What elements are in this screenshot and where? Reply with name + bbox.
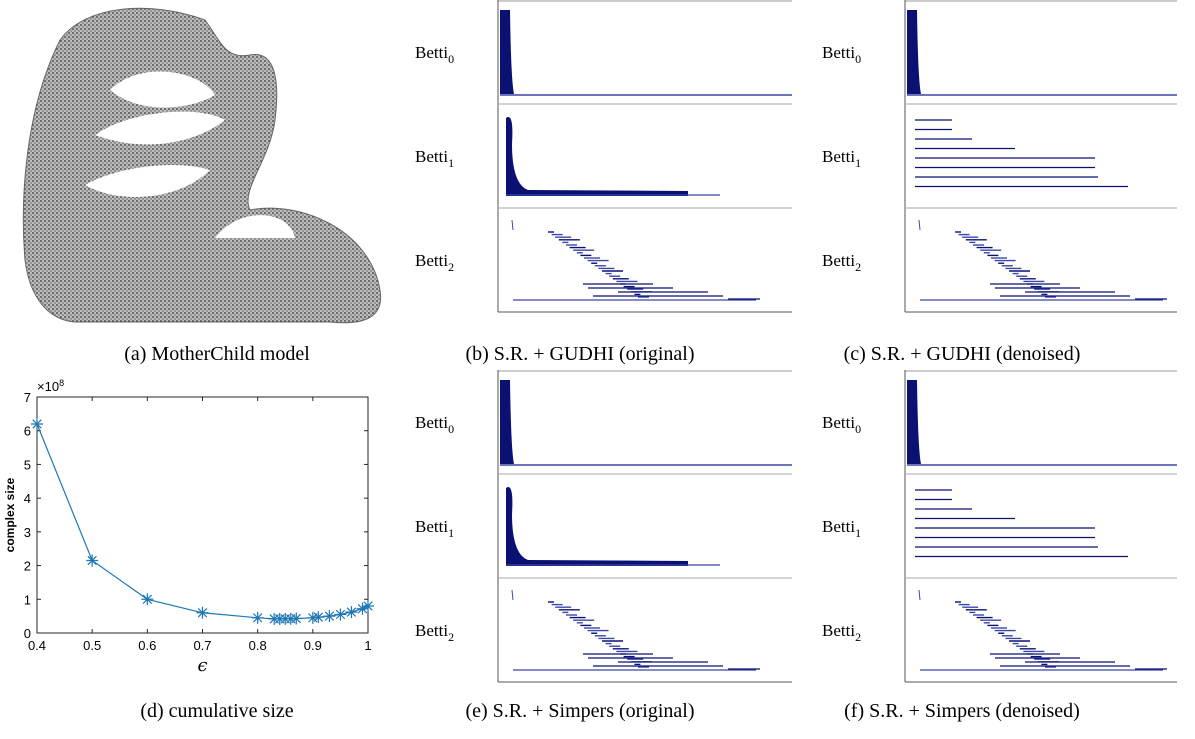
y-axis-label: complex size <box>3 477 17 552</box>
marker <box>251 611 264 624</box>
betti-text: Betti <box>822 413 855 432</box>
bar-block <box>506 117 688 196</box>
betti-text: Betti <box>415 621 448 640</box>
point-cloud-model <box>22 7 382 324</box>
bar <box>511 219 514 231</box>
betti-subscript: 2 <box>448 630 454 644</box>
exponent-power: 8 <box>59 378 64 388</box>
x-axis-label: ϵ <box>197 655 207 676</box>
x-tick-label: 0.7 <box>193 638 211 653</box>
exponent-base: ×10 <box>37 379 59 394</box>
betti-subscript: 0 <box>855 422 861 436</box>
y-tick-label: 2 <box>24 559 31 574</box>
x-tick-label: 1 <box>364 638 371 653</box>
marker <box>31 417 43 430</box>
x-tick-label: 0.6 <box>138 638 156 653</box>
betti-label: Betti0 <box>415 413 454 436</box>
marker <box>345 606 358 619</box>
y-tick-label: 1 <box>24 592 31 607</box>
betti-label: Betti0 <box>822 413 861 436</box>
betti-text: Betti <box>415 251 448 270</box>
caption: (b) S.R. + GUDHI (original) <box>465 343 694 365</box>
betti-text: Betti <box>822 147 855 166</box>
betti-text: Betti <box>415 147 448 166</box>
bar-block <box>500 380 510 464</box>
betti-label: Betti1 <box>415 147 454 170</box>
betti-text: Betti <box>822 43 855 62</box>
bar-block <box>907 10 917 94</box>
betti-label: Betti2 <box>822 251 861 274</box>
betti-subscript: 0 <box>855 52 861 66</box>
marker <box>196 606 209 619</box>
y-tick-label: 6 <box>24 424 31 439</box>
marker <box>86 554 99 567</box>
x-tick-label: 0.4 <box>28 638 46 653</box>
betti-label: Betti0 <box>415 43 454 66</box>
bar <box>511 589 514 601</box>
y-tick-label: 5 <box>24 457 31 472</box>
betti-subscript: 2 <box>448 260 454 274</box>
caption: (a) MotherChild model <box>124 343 310 365</box>
bar-block <box>907 380 917 464</box>
y-tick-label: 3 <box>24 525 31 540</box>
betti-subscript: 1 <box>855 156 861 170</box>
bar-tail <box>917 380 921 464</box>
bar-tail <box>510 380 514 464</box>
x-tick-label: 0.5 <box>83 638 101 653</box>
bar-tail <box>917 10 921 94</box>
betti-text: Betti <box>415 413 448 432</box>
betti-label: Betti2 <box>415 621 454 644</box>
betti-label: Betti1 <box>415 517 454 540</box>
caption: (e) S.R. + Simpers (original) <box>465 700 694 722</box>
betti-label: Betti1 <box>822 147 861 170</box>
betti-text: Betti <box>822 517 855 536</box>
bar <box>918 589 921 601</box>
betti-subscript: 1 <box>448 526 454 540</box>
betti-subscript: 2 <box>855 630 861 644</box>
betti-label: Betti2 <box>415 251 454 274</box>
y-tick-label: 0 <box>24 626 31 641</box>
axis-exponent: ×108 <box>37 378 64 394</box>
caption: (f) S.R. + Simpers (denoised) <box>844 700 1080 722</box>
betti-subscript: 0 <box>448 422 454 436</box>
data-line <box>36 423 369 620</box>
marker <box>290 612 303 625</box>
marker <box>362 600 374 613</box>
betti-text: Betti <box>415 517 448 536</box>
betti-label: Betti0 <box>822 43 861 66</box>
x-tick-label: 0.8 <box>249 638 267 653</box>
betti-subscript: 1 <box>448 156 454 170</box>
betti-text: Betti <box>822 251 855 270</box>
bar-block <box>500 10 510 94</box>
betti-subscript: 0 <box>448 52 454 66</box>
marker <box>356 602 369 615</box>
bar <box>918 219 921 231</box>
bar-block <box>506 487 688 566</box>
marker <box>312 611 325 624</box>
marker <box>141 593 154 606</box>
caption: (d) cumulative size <box>140 700 293 722</box>
betti-text: Betti <box>415 43 448 62</box>
marker <box>306 611 319 624</box>
marker <box>323 610 336 623</box>
caption: (c) S.R. + GUDHI (denoised) <box>844 343 1081 365</box>
x-tick-label: 0.9 <box>304 638 322 653</box>
y-tick-label: 7 <box>24 390 31 405</box>
plot-box <box>36 396 369 634</box>
betti-label: Betti1 <box>822 517 861 540</box>
betti-label: Betti2 <box>822 621 861 644</box>
betti-subscript: 2 <box>855 260 861 274</box>
betti-subscript: 1 <box>855 526 861 540</box>
betti-text: Betti <box>822 621 855 640</box>
y-tick-label: 4 <box>24 491 31 506</box>
marker <box>334 608 347 621</box>
bar-tail <box>510 10 514 94</box>
